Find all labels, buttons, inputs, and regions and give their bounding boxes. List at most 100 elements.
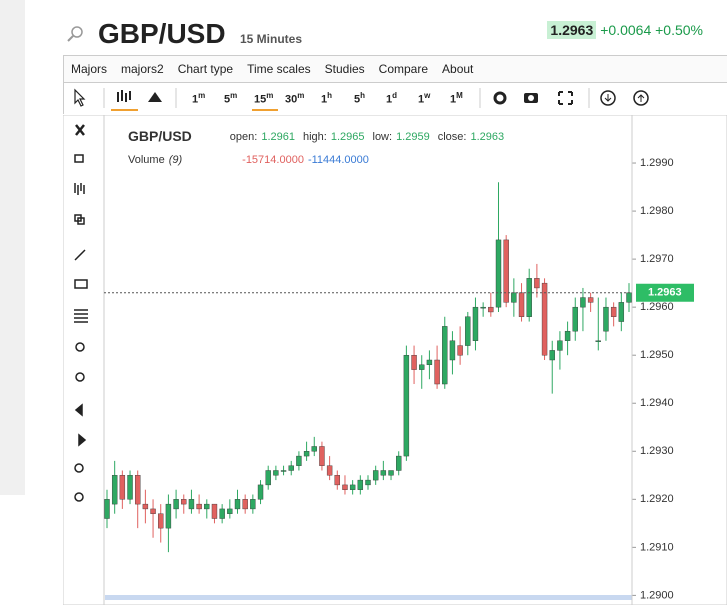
- candle-body: [196, 503, 202, 510]
- volume-value: -11444.0000: [308, 154, 369, 166]
- y-tick-label: 1.2940: [640, 397, 674, 409]
- candle-body: [442, 326, 448, 385]
- candle-body: [564, 330, 571, 341]
- change-pct: +0.50%: [655, 22, 703, 38]
- candle-body: [595, 340, 601, 342]
- y-tick-label: 1.2900: [640, 589, 674, 601]
- candle-body: [211, 503, 218, 519]
- volume-period: (9): [169, 154, 183, 166]
- interval-unit: m: [297, 91, 305, 100]
- candle-body: [311, 446, 317, 452]
- candle-body: [181, 499, 187, 505]
- symbol: GBP/USD: [98, 18, 226, 49]
- menu-item[interactable]: Majors: [71, 62, 108, 76]
- candle-body: [111, 475, 118, 505]
- interval-number: 1: [321, 93, 328, 106]
- y-tick-label: 1.2910: [640, 541, 674, 553]
- candle-body: [618, 302, 625, 322]
- interval-number: 15: [254, 93, 267, 106]
- candle-body: [472, 306, 479, 341]
- menu-item[interactable]: Studies: [324, 62, 365, 76]
- interval-button[interactable]: 1h: [321, 91, 332, 106]
- y-tick-label: 1.2990: [640, 157, 674, 169]
- legend: GBP/USD open: 1.2961 high: 1.2965 low: 1.2959 c…: [128, 128, 504, 144]
- candle-body: [372, 470, 379, 481]
- candle-body: [234, 499, 241, 510]
- candle-body: [419, 364, 425, 370]
- candle-body: [526, 278, 532, 317]
- candle-body: [357, 479, 364, 490]
- interval-number: 1: [192, 93, 199, 106]
- interval-number: 5: [224, 93, 231, 106]
- candle-body: [188, 499, 195, 510]
- menu-item[interactable]: Compare: [378, 62, 429, 76]
- change: +0.0064: [600, 22, 652, 38]
- candle-body: [549, 350, 555, 361]
- interval-number: 1: [418, 93, 425, 106]
- chart-frame: [63, 115, 727, 605]
- y-tick-label: 1.2930: [640, 445, 674, 457]
- interval-button[interactable]: 1w: [418, 91, 430, 106]
- candle-body: [403, 354, 410, 457]
- candle-body: [480, 306, 486, 309]
- menu-item[interactable]: About: [442, 62, 474, 76]
- chart: 1.2900 1.2910 1.2920 1.2930 1.2940 1.2950 1.29…: [63, 115, 727, 605]
- candle-body: [127, 475, 133, 500]
- candle-body: [396, 455, 402, 471]
- legend-value: 1.2961: [261, 131, 295, 143]
- side-panel: [0, 0, 25, 495]
- toolbar-icons: [74, 88, 649, 111]
- interval-unit: w: [424, 91, 431, 100]
- price: 1.2963: [547, 21, 597, 39]
- candle-body: [135, 475, 141, 505]
- interval-button[interactable]: 30m: [285, 91, 304, 106]
- candle-body: [219, 508, 225, 519]
- candle-body: [265, 470, 271, 486]
- candle-body: [465, 316, 471, 346]
- interval-button[interactable]: 5h: [354, 91, 365, 106]
- legend-value: 1.2959: [396, 131, 430, 143]
- candle-body: [349, 484, 356, 490]
- candle-body: [518, 292, 525, 317]
- candle-body: [119, 475, 126, 500]
- candle-body: [610, 306, 617, 317]
- interval-unit: h: [360, 91, 366, 100]
- interval-unit: d: [392, 91, 398, 100]
- legend-title: GBP/USD: [128, 128, 192, 144]
- interval-number: 1: [386, 93, 393, 106]
- legend-label: open:: [230, 131, 258, 143]
- legend-value: 1.2963: [470, 131, 504, 143]
- y-tick-label: 1.2980: [640, 205, 674, 217]
- candle-body: [511, 292, 517, 303]
- drawing-tools: [74, 124, 88, 502]
- candle-body: [280, 470, 287, 472]
- candle-body: [342, 484, 348, 490]
- menu-item[interactable]: Chart type: [177, 62, 234, 76]
- candle-body: [334, 475, 340, 486]
- candle-body: [158, 513, 164, 529]
- toolbar: 1m 5m 15m 30m 1h 5h 1d 1w 1M: [63, 82, 727, 114]
- interval-button[interactable]: 15m: [254, 91, 273, 106]
- candle-body: [227, 508, 233, 514]
- legend-label: close:: [438, 131, 467, 143]
- interval-button[interactable]: 1d: [386, 91, 397, 106]
- search-icon[interactable]: [66, 24, 86, 44]
- volume-value: -15714.0000: [242, 154, 304, 166]
- interval-button[interactable]: 1m: [192, 91, 205, 106]
- menu-item[interactable]: Time scales: [247, 62, 311, 76]
- candle-body: [173, 499, 179, 510]
- interval-unit: m: [266, 91, 274, 100]
- interval-number: 1: [450, 93, 457, 106]
- candle-body: [580, 297, 586, 308]
- candle-body: [150, 508, 156, 514]
- interval-button[interactable]: 5m: [224, 91, 237, 106]
- volume-strip: [105, 595, 632, 600]
- candle-body: [250, 499, 256, 510]
- menu-item[interactable]: majors2: [121, 62, 164, 76]
- interval-button[interactable]: 1M: [450, 91, 463, 106]
- candle-body: [587, 297, 594, 303]
- candle-body: [541, 282, 548, 356]
- y-tick-label: 1.2950: [640, 349, 674, 361]
- y-tick-label: 1.2960: [640, 301, 674, 313]
- candle-body: [303, 451, 310, 457]
